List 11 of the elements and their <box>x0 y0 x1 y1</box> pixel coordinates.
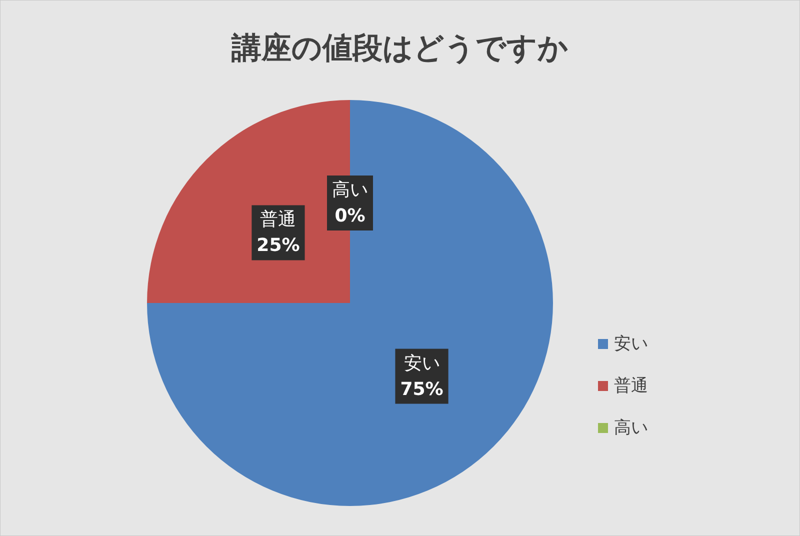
legend-label: 普通 <box>614 376 648 396</box>
data-label: 25% <box>256 235 300 256</box>
legend-label: 高い <box>614 418 648 438</box>
slice-label: 安い <box>404 352 440 374</box>
text: 0% <box>334 206 366 226</box>
slice-label: 普通 <box>260 209 296 230</box>
category-label: 高い <box>332 180 368 200</box>
chart-title: 講座の値段はどうですか <box>230 31 568 66</box>
data-label: 75% <box>400 378 444 400</box>
pie-slice <box>147 100 553 506</box>
legend-label: 安い <box>614 334 648 354</box>
